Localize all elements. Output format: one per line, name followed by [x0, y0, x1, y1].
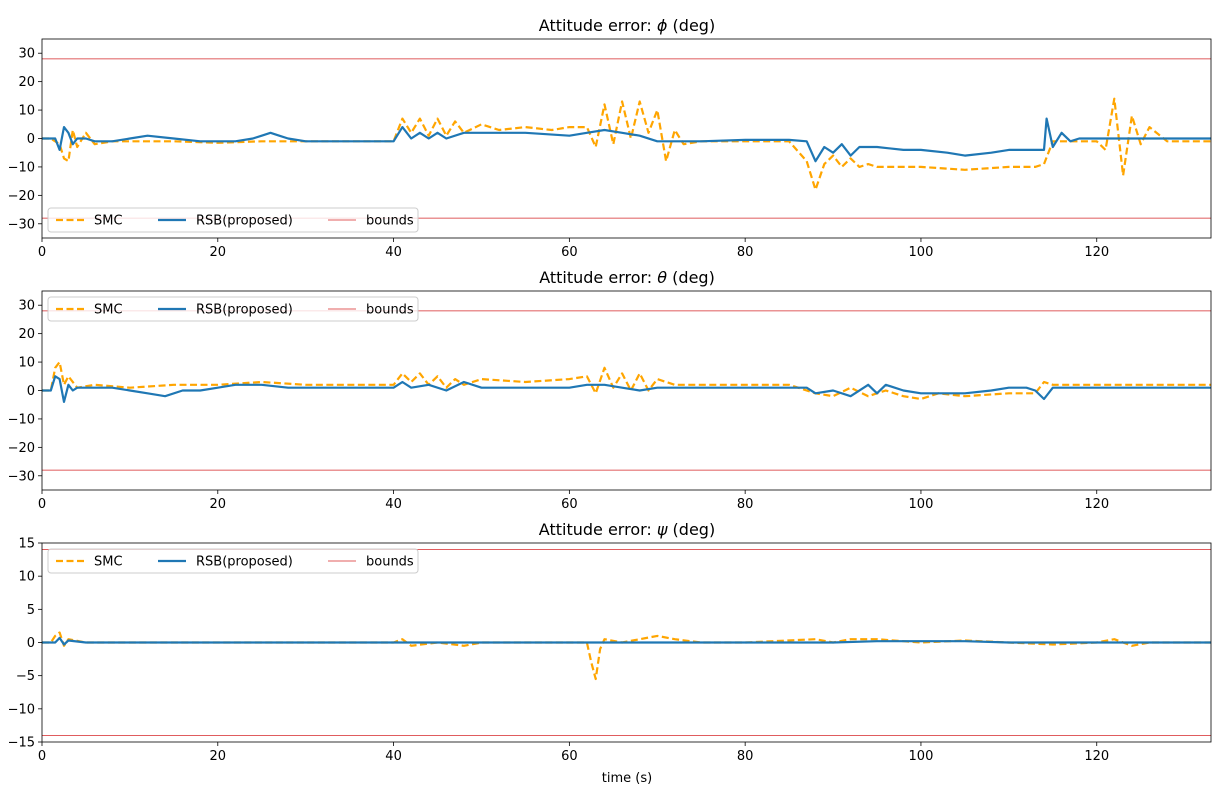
series-line-rsb	[42, 117, 1211, 163]
x-tick-label: 40	[385, 749, 402, 764]
x-tick-label: 20	[210, 497, 227, 512]
series-line-smc	[42, 631, 1211, 681]
x-tick-label: 80	[737, 497, 754, 512]
y-tick-label: −30	[8, 469, 35, 484]
series-line-smc	[42, 97, 1211, 191]
x-tick-label: 80	[737, 749, 754, 764]
x-tick-label: 100	[909, 497, 934, 512]
subplot-phi: Attitude error: ϕ (deg) 0 20 40 60 80 100 120−…	[8, 16, 1212, 260]
legend-label: SMC	[94, 303, 123, 318]
legend-label: bounds	[366, 555, 414, 570]
y-tick-label: 5	[27, 603, 35, 618]
plot-area	[42, 310, 1211, 471]
legend-box	[47, 207, 419, 233]
legend-label: SMC	[94, 555, 123, 570]
x-tick-label: 120	[1084, 245, 1109, 260]
x-tick-label: 60	[561, 245, 578, 260]
series-line-rsb	[42, 375, 1211, 403]
x-tick-label: 0	[38, 749, 46, 764]
y-tick-label: 20	[18, 75, 35, 90]
x-tick-label: 60	[561, 749, 578, 764]
y-tick-label: −5	[16, 669, 35, 684]
legend-label: bounds	[366, 303, 414, 318]
y-tick-label: 10	[18, 356, 35, 371]
y-tick-label: 30	[18, 299, 35, 314]
y-tick-label: −10	[8, 702, 35, 717]
legend-label: RSB(proposed)	[196, 303, 293, 318]
subplot-title: Attitude error: ϕ (deg)	[539, 16, 715, 35]
plot-area	[42, 549, 1211, 736]
y-tick-label: −30	[8, 217, 35, 232]
y-tick-label: 0	[27, 636, 35, 651]
x-tick-label: 120	[1084, 749, 1109, 764]
x-tick-label: 100	[909, 245, 934, 260]
x-tick-label: 40	[385, 497, 402, 512]
subplot-theta: Attitude error: θ (deg) 0 20 40 60 80 100 120−…	[8, 268, 1212, 512]
series-line-rsb	[42, 636, 1211, 646]
legend: SMC RSB(proposed) bounds	[47, 296, 419, 322]
x-tick-label: 60	[561, 497, 578, 512]
legend-box	[47, 548, 419, 574]
y-tick-label: −10	[8, 160, 35, 175]
y-tick-label: 30	[18, 47, 35, 62]
legend-label: RSB(proposed)	[196, 214, 293, 229]
x-tick-label: 40	[385, 245, 402, 260]
legend: SMC RSB(proposed) bounds	[47, 207, 419, 233]
y-tick-label: 10	[18, 570, 35, 585]
x-tick-label: 100	[909, 749, 934, 764]
x-tick-label: 120	[1084, 497, 1109, 512]
legend-label: SMC	[94, 214, 123, 229]
x-tick-label: 20	[210, 749, 227, 764]
legend-label: RSB(proposed)	[196, 555, 293, 570]
x-tick-label: 80	[737, 245, 754, 260]
y-tick-label: 0	[27, 384, 35, 399]
legend-label: bounds	[366, 214, 414, 229]
subplot-psi: Attitude error: ψ (deg) 0 20 40 60 80 100 120−…	[8, 520, 1212, 764]
y-tick-label: −20	[8, 189, 35, 204]
legend-box	[47, 296, 419, 322]
series-line-smc	[42, 361, 1211, 401]
x-axis-label: time (s)	[602, 771, 652, 786]
y-tick-label: −10	[8, 412, 35, 427]
legend: SMC RSB(proposed) bounds	[47, 548, 419, 574]
subplot-title: Attitude error: θ (deg)	[539, 268, 715, 287]
y-tick-label: 0	[27, 132, 35, 147]
y-tick-label: 10	[18, 104, 35, 119]
x-tick-label: 20	[210, 245, 227, 260]
y-tick-label: −20	[8, 441, 35, 456]
x-tick-label: 0	[38, 245, 46, 260]
plot-area	[42, 58, 1211, 219]
y-tick-label: −15	[8, 736, 35, 751]
y-tick-label: 15	[18, 537, 35, 552]
x-tick-label: 0	[38, 497, 46, 512]
subplot-title: Attitude error: ψ (deg)	[539, 520, 715, 539]
y-tick-label: 20	[18, 327, 35, 342]
